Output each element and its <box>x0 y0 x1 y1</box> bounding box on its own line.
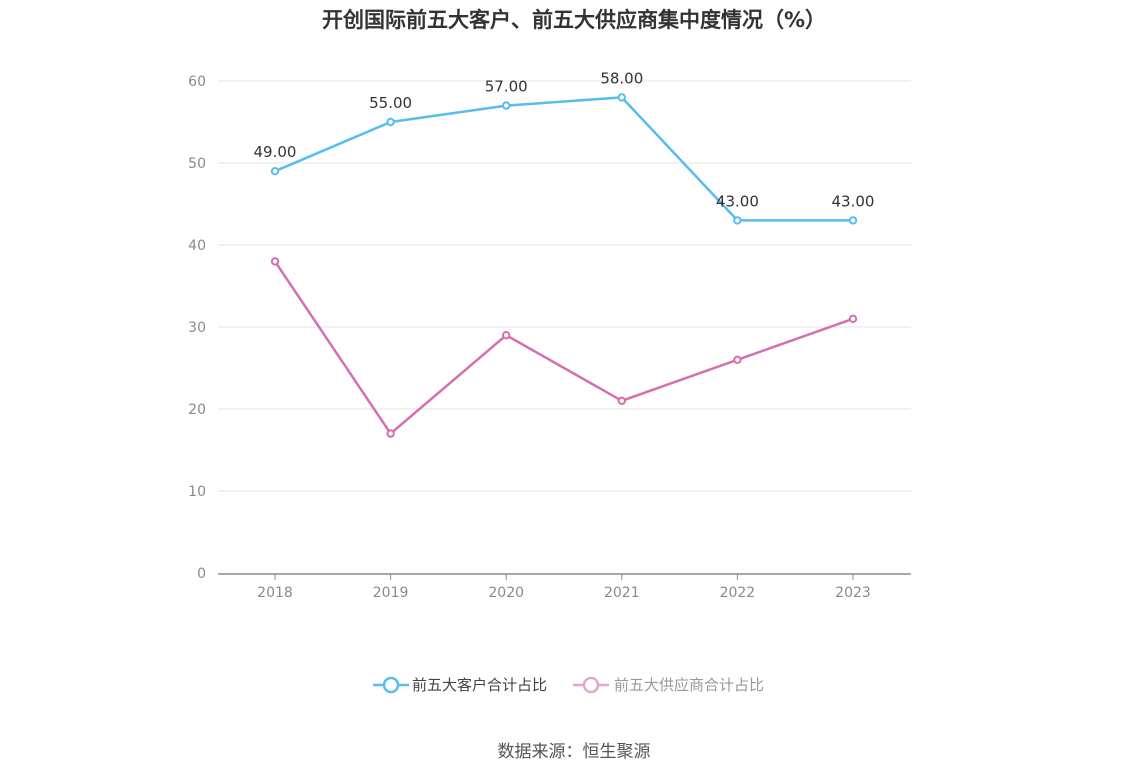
y-tick-label: 0 <box>197 566 206 582</box>
data-point[interactable] <box>502 331 511 340</box>
legend-item-1[interactable]: 前五大供应商合计占比 <box>573 676 764 694</box>
x-tick-label: 2022 <box>720 585 756 601</box>
legend-item-0[interactable]: 前五大客户合计占比 <box>373 676 547 694</box>
x-tick-label: 2023 <box>835 585 871 601</box>
data-point[interactable] <box>502 101 511 110</box>
data-point[interactable] <box>848 314 858 323</box>
axes: 0 10 20 30 40 50 60 2018 2019 2020 2021 2022 2023 <box>188 74 911 601</box>
data-label: 43.00 <box>832 192 875 210</box>
series-layer <box>270 93 858 438</box>
y-tick-label: 60 <box>188 74 206 90</box>
data-point[interactable] <box>733 355 742 364</box>
data-source: 数据来源：恒生聚源 <box>497 742 651 762</box>
y-tick-label: 10 <box>188 484 206 500</box>
data-point[interactable] <box>617 396 626 405</box>
legend[interactable]: 前五大客户合计占比 前五大供应商合计占比 <box>373 676 764 694</box>
x-tick-label: 2021 <box>604 585 640 601</box>
data-point[interactable] <box>733 216 742 225</box>
grid-lines <box>218 80 911 492</box>
legend-marker-icon <box>582 676 600 694</box>
data-point[interactable] <box>386 429 395 438</box>
legend-label: 前五大供应商合计占比 <box>614 676 764 694</box>
data-point[interactable] <box>386 117 395 127</box>
data-labels: 49.00 55.00 57.00 58.00 43.00 43.00 <box>254 69 875 210</box>
y-tick-label: 50 <box>188 156 206 172</box>
data-point[interactable] <box>270 257 280 266</box>
x-tick-label: 2018 <box>257 585 293 601</box>
data-label: 43.00 <box>716 192 759 210</box>
legend-label: 前五大客户合计占比 <box>412 676 547 694</box>
y-tick-label: 30 <box>188 320 206 336</box>
data-point[interactable] <box>848 216 858 225</box>
data-label: 57.00 <box>485 78 528 96</box>
x-tick-label: 2020 <box>488 585 524 601</box>
data-point[interactable] <box>617 93 626 102</box>
series-line-0 <box>274 96 853 222</box>
chart-title: 开创国际前五大客户、前五大供应商集中度情况（%） <box>321 8 827 32</box>
y-tick-label: 40 <box>188 238 206 254</box>
data-label: 55.00 <box>369 94 412 112</box>
legend-marker-icon <box>382 676 400 694</box>
x-tick-label: 2019 <box>373 585 409 601</box>
series-line-1 <box>273 260 854 435</box>
data-label: 58.00 <box>600 69 643 87</box>
y-tick-label: 20 <box>188 402 206 418</box>
data-point[interactable] <box>270 167 280 176</box>
data-label: 49.00 <box>254 143 297 161</box>
